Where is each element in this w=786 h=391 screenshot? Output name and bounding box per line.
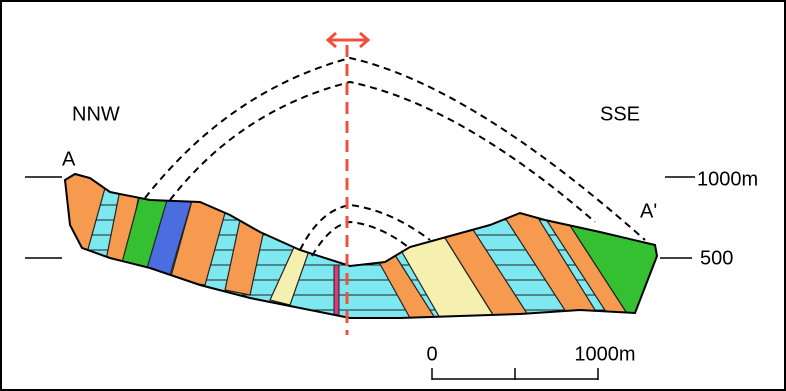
direction-label: NNW (72, 103, 120, 125)
direction-label: SSE (600, 103, 640, 125)
scale-label: 0 (426, 343, 437, 365)
elevation-label: 500 (700, 247, 733, 269)
cross-section: NNW SSE A A' 1000m 500 0 1000m (0, 0, 786, 391)
scale-label: 1000m (574, 343, 635, 365)
point-label: A' (640, 200, 657, 222)
elevation-label: 1000m (697, 168, 758, 190)
point-label: A (62, 148, 76, 170)
